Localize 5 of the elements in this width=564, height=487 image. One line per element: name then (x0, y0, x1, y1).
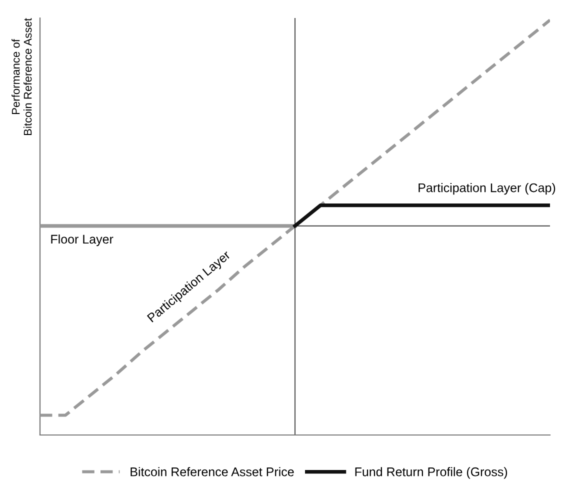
annotation: Floor Layer (51, 234, 114, 246)
legend-label: Fund Return Profile (Gross) (355, 467, 508, 479)
annotation: Participation Layer (Cap) (418, 183, 556, 195)
legend-label: Bitcoin Reference Asset Price (130, 467, 294, 476)
y-axis-title: Performance of Bitcoin Reference Asset (12, 18, 32, 136)
